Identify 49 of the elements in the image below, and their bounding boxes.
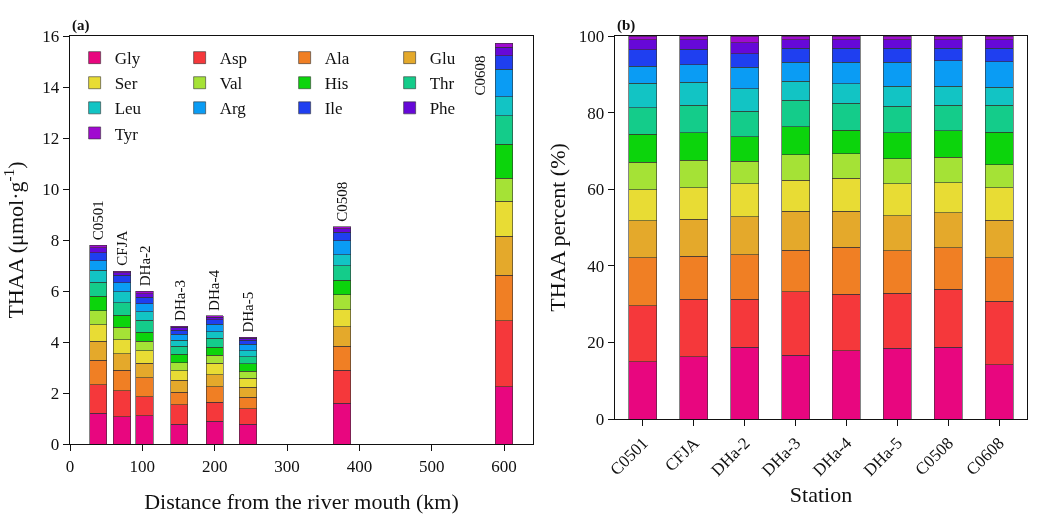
y-tick-label: 20 — [587, 333, 605, 353]
y-tick-label: 40 — [587, 256, 605, 276]
annotation: DHa-5 — [240, 291, 257, 333]
y-tick-label: 6 — [50, 281, 60, 301]
legend-label: Ser — [114, 74, 138, 94]
x-axis-title: Station — [789, 481, 853, 507]
annotation: DHa-4 — [206, 269, 223, 311]
annotation: DHa-2 — [136, 245, 153, 287]
x-tick-label: 200 — [201, 456, 228, 476]
text: (b) — [617, 17, 636, 34]
legend-label: Thr — [429, 74, 455, 94]
legend-label: Val — [219, 74, 243, 94]
y-tick-label: 2 — [50, 383, 60, 403]
legend-label: Ile — [324, 99, 343, 119]
text: (a) — [72, 17, 90, 34]
x-tick-label: 0 — [65, 456, 75, 476]
annotation: DHa-3 — [171, 280, 188, 321]
annotation: CFJA — [114, 230, 131, 266]
y-tick-label: 80 — [587, 103, 605, 123]
legend-label: Leu — [114, 99, 142, 119]
y-tick-label: 100 — [578, 26, 605, 46]
legend-label: Asp — [219, 49, 248, 69]
legend-label: Ala — [324, 49, 350, 69]
x-tick-label: 300 — [274, 456, 300, 476]
y-tick-label: 14 — [42, 77, 60, 97]
y-tick-label: 10 — [42, 179, 60, 199]
legend-label: Glu — [429, 49, 456, 69]
legend-label: Arg — [219, 99, 247, 119]
y-tick-label: 60 — [587, 180, 605, 200]
legend-label: Tyr — [114, 124, 139, 144]
annotation: C0501 — [90, 200, 107, 241]
legend-label: His — [324, 74, 349, 94]
x-tick-label: 600 — [491, 456, 517, 476]
y-tick-label: 12 — [42, 128, 60, 148]
y-tick-label: 8 — [50, 230, 60, 250]
bar — [89, 244, 108, 249]
y-axis-title: THAA percent (%) — [545, 143, 570, 312]
annotation: C0608 — [471, 55, 488, 96]
legend-label: Phe — [429, 99, 456, 119]
x-tick-label: 100 — [129, 456, 156, 476]
y-tick-label: 0 — [595, 409, 605, 429]
legend-label: Gly — [114, 49, 141, 69]
x-tick-label: 500 — [418, 456, 445, 476]
y-tick-label: 4 — [50, 332, 60, 352]
x-tick-label: 400 — [346, 456, 373, 476]
annotation: C0508 — [334, 181, 351, 222]
x-axis-title: Distance from the river mouth (km) — [144, 489, 459, 514]
bar — [135, 290, 154, 294]
y-tick-label: 16 — [42, 26, 60, 46]
